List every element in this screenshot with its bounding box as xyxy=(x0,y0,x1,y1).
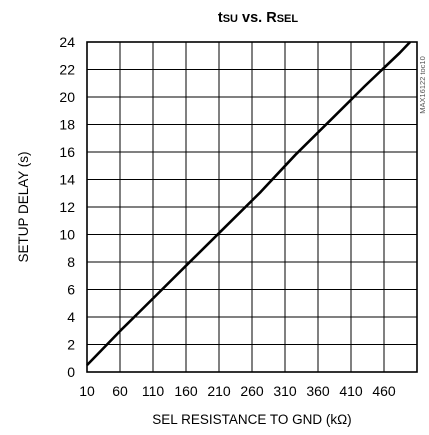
title-t: t xyxy=(218,10,223,26)
x-tick-label: 410 xyxy=(339,383,363,399)
y-tick-label: 18 xyxy=(59,117,75,133)
y-tick-label: 24 xyxy=(59,34,75,50)
x-tick-label: 60 xyxy=(112,383,128,399)
y-axis-label: SETUP DELAY (s) xyxy=(16,151,31,262)
y-tick-label: 16 xyxy=(59,144,75,160)
y-tick-label: 2 xyxy=(67,337,75,353)
x-tick-labels: 10 60 110 160 210 260 310 360 410 460 xyxy=(79,383,396,399)
series-line xyxy=(86,41,412,367)
grid-layer xyxy=(87,42,417,372)
title-r: R xyxy=(266,10,277,26)
y-tick-label: 12 xyxy=(59,199,75,215)
y-tick-label: 10 xyxy=(59,227,75,243)
y-tick-label: 4 xyxy=(67,309,75,325)
series-layer xyxy=(86,41,412,367)
y-tick-label: 14 xyxy=(59,172,75,188)
figure-id: MAX16122 toc10 xyxy=(418,56,427,114)
x-tick-label: 10 xyxy=(79,383,95,399)
x-axis-label: SEL RESISTANCE TO GND (kΩ) xyxy=(152,412,351,427)
plot-frame xyxy=(86,41,418,373)
title-t-subscript: SU xyxy=(223,13,238,25)
y-tick-label: 8 xyxy=(67,254,75,270)
x-tick-label: 260 xyxy=(240,383,264,399)
y-tick-label: 0 xyxy=(67,364,75,380)
y-tick-label: 6 xyxy=(67,282,75,298)
title-r-subscript: SEL xyxy=(277,13,299,25)
x-tick-label: 110 xyxy=(142,383,165,399)
x-tick-label: 460 xyxy=(372,383,396,399)
y-tick-label: 20 xyxy=(59,89,75,105)
x-tick-label: 210 xyxy=(207,383,231,399)
x-tick-label: 160 xyxy=(174,383,198,399)
chart-title: tSU vs. RSEL xyxy=(218,10,299,26)
title-vs: vs. xyxy=(238,10,266,26)
y-tick-label: 22 xyxy=(59,62,75,78)
x-tick-label: 360 xyxy=(306,383,330,399)
x-tick-label: 310 xyxy=(273,383,297,399)
